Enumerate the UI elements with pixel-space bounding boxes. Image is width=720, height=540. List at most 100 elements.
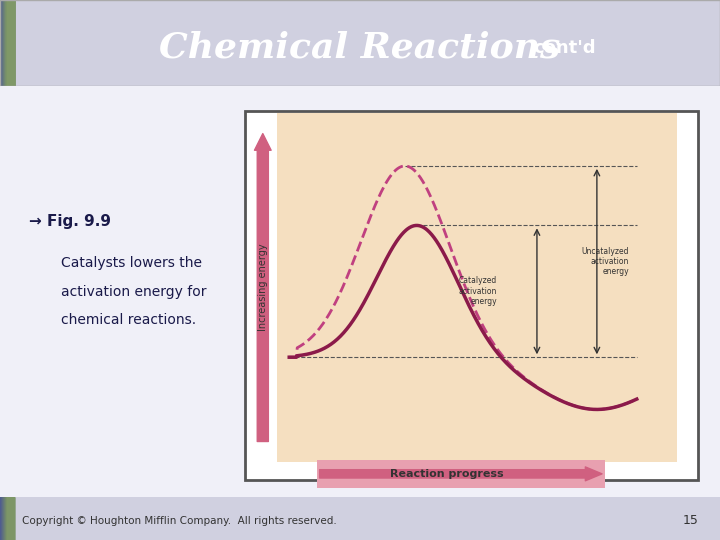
Bar — [7, 0, 14, 86]
Bar — [1, 0, 9, 86]
Bar — [3, 497, 10, 540]
Bar — [2, 0, 9, 86]
Bar — [3, 497, 10, 540]
Bar — [0, 497, 7, 540]
Bar — [5, 497, 12, 540]
Bar — [2, 497, 9, 540]
Bar — [2, 497, 9, 540]
Bar — [4, 0, 11, 86]
Bar — [4, 0, 12, 86]
Bar — [6, 0, 14, 86]
Bar — [1, 0, 9, 86]
Bar — [4, 497, 11, 540]
Bar — [6, 0, 13, 86]
Bar — [7, 497, 14, 540]
Bar — [6, 0, 13, 86]
Bar — [4, 0, 12, 86]
Bar — [6, 497, 13, 540]
Bar — [1, 497, 8, 540]
Bar — [6, 497, 13, 540]
Bar — [4, 0, 11, 86]
Bar — [3, 0, 10, 86]
Bar — [6, 0, 14, 86]
Bar — [2, 497, 9, 540]
Bar — [1, 497, 8, 540]
Bar — [2, 0, 9, 86]
Bar — [0, 0, 7, 86]
Bar — [6, 0, 13, 86]
Bar — [1, 497, 9, 540]
Bar — [4, 497, 11, 540]
Bar — [3, 497, 10, 540]
Bar — [6, 497, 13, 540]
Text: cont'd: cont'd — [533, 38, 595, 57]
Bar — [6, 0, 13, 86]
FancyBboxPatch shape — [245, 111, 698, 481]
Bar — [1, 497, 9, 540]
Bar — [6, 497, 13, 540]
Bar — [1, 497, 8, 540]
Bar — [5, 0, 12, 86]
Bar — [5, 0, 12, 86]
Bar — [6, 0, 14, 86]
Bar — [4, 497, 12, 540]
Bar — [6, 0, 13, 86]
Bar — [4, 0, 11, 86]
Bar — [3, 0, 10, 86]
Bar — [0, 0, 7, 86]
Bar — [4, 497, 12, 540]
Text: chemical reactions.: chemical reactions. — [61, 313, 197, 327]
Bar — [5, 0, 12, 86]
Bar — [6, 497, 13, 540]
Bar — [4, 497, 12, 540]
Bar — [1, 0, 8, 86]
Bar — [3, 0, 10, 86]
Bar — [4, 0, 11, 86]
Bar — [6, 497, 13, 540]
Bar — [5, 497, 12, 540]
Bar — [6, 497, 14, 540]
Bar — [6, 0, 13, 86]
Bar — [7, 0, 14, 86]
Text: activation energy for: activation energy for — [61, 285, 207, 299]
Bar — [4, 0, 11, 86]
Bar — [5, 497, 12, 540]
Bar — [6, 497, 14, 540]
Text: 15: 15 — [683, 514, 698, 527]
Bar — [1, 497, 9, 540]
Bar — [3, 497, 10, 540]
Bar — [7, 497, 14, 540]
Bar — [2, 497, 9, 540]
Bar — [4, 497, 11, 540]
Bar — [6, 0, 13, 86]
Bar — [5, 497, 12, 540]
Bar — [3, 497, 10, 540]
Bar — [1, 0, 9, 86]
Bar — [6, 497, 14, 540]
Bar — [4, 0, 11, 86]
Bar — [2, 497, 9, 540]
Bar — [4, 497, 11, 540]
Bar — [6, 497, 13, 540]
Bar — [6, 497, 14, 540]
Bar — [1, 497, 9, 540]
FancyArrowPatch shape — [320, 467, 602, 481]
Bar — [4, 497, 11, 540]
Bar — [4, 497, 12, 540]
Bar — [4, 497, 12, 540]
Bar — [6, 497, 14, 540]
Bar — [5, 0, 12, 86]
Text: Reaction progress: Reaction progress — [390, 469, 503, 479]
Bar — [4, 0, 11, 86]
Bar — [1, 0, 9, 86]
Bar — [5, 0, 12, 86]
Bar — [1, 0, 8, 86]
Bar — [2, 497, 9, 540]
Bar — [4, 0, 12, 86]
Bar — [4, 0, 11, 86]
Bar — [6, 0, 14, 86]
Bar — [6, 0, 14, 86]
Bar — [5, 0, 12, 86]
Bar — [0, 497, 7, 540]
Bar — [7, 497, 14, 540]
